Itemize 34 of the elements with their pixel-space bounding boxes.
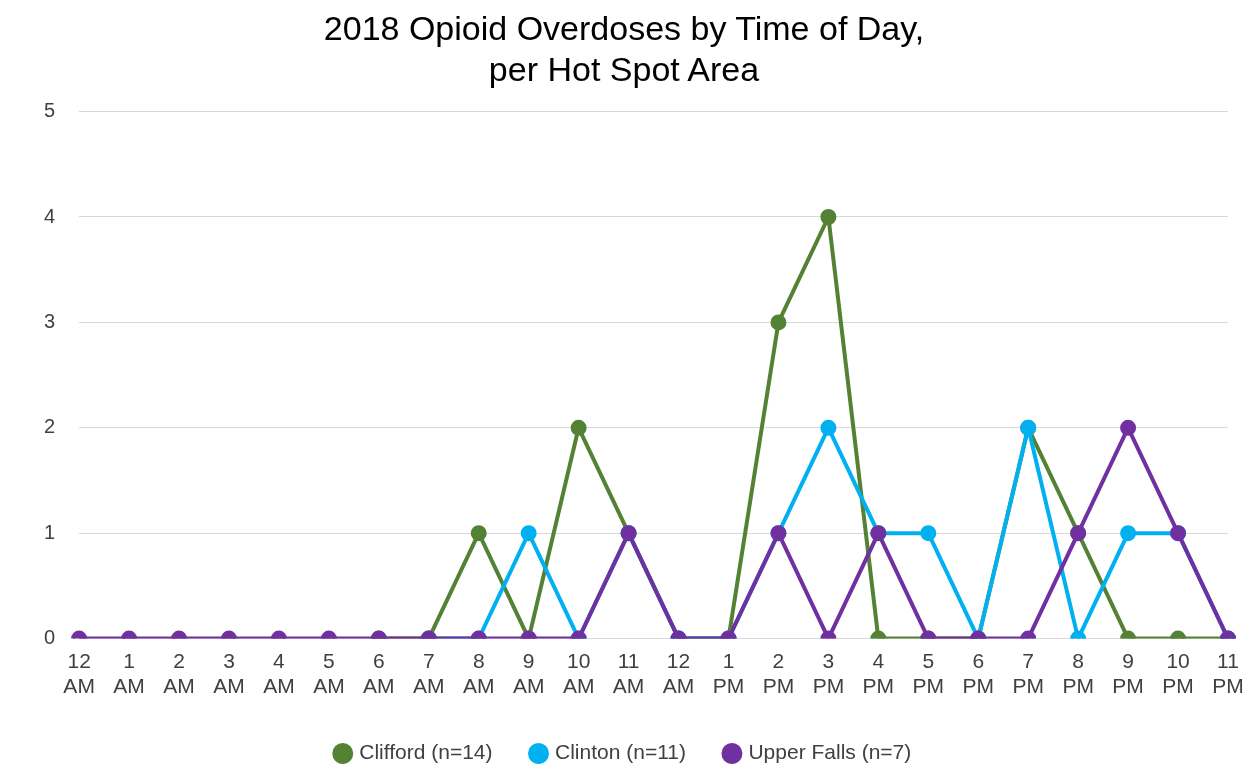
x-tick-label: 11 PM	[1212, 649, 1244, 698]
y-tick-label: 4	[44, 204, 56, 227]
y-tick-label: 3	[44, 309, 56, 332]
x-tick-label: 3 PM	[812, 649, 845, 698]
x-tick-label: 7 AM	[413, 649, 445, 698]
legend-label: Clinton (n=11)	[555, 740, 686, 764]
y-tick-label: 5	[44, 99, 56, 122]
x-tick-label: 1 AM	[113, 649, 145, 698]
x-tick-label: 4 AM	[263, 649, 295, 698]
x-tick-label: 8 AM	[462, 649, 495, 698]
legend-label: Upper Falls (n=7)	[748, 740, 912, 764]
x-tick-label: 6 PM	[962, 649, 994, 698]
legend-label: Clifford (n=14)	[359, 740, 493, 764]
x-tick-label: 10 AM	[562, 649, 595, 698]
x-tick-label: 6 AM	[363, 649, 395, 698]
x-tick-label: 12 AM	[662, 649, 695, 698]
y-tick-label: 0	[44, 626, 56, 649]
x-tick-label: 5 AM	[313, 649, 345, 698]
x-tick-label: 10 PM	[1162, 649, 1194, 698]
x-tick-label: 11 AM	[612, 649, 645, 698]
x-tick-label: 5 PM	[912, 649, 945, 698]
x-tick-label: 12 AM	[63, 649, 95, 698]
x-tick-label: 2 PM	[762, 649, 795, 698]
x-tick-label: 8 PM	[1062, 649, 1094, 698]
x-tick-label: 7 PM	[1012, 649, 1044, 698]
x-tick-label: 4 PM	[862, 649, 895, 698]
x-tick-label: 9 PM	[1112, 649, 1144, 698]
y-tick-label: 1	[44, 520, 56, 543]
x-tick-label: 2 AM	[163, 649, 195, 698]
y-tick-label: 2	[44, 415, 56, 438]
x-tick-label: 1 PM	[712, 649, 745, 698]
x-tick-label: 3 AM	[213, 649, 245, 698]
x-tick-label: 9 AM	[512, 649, 545, 698]
chart-title: 2018 Opioid Overdoses by Time of Day, per Hot Spot Area	[323, 8, 925, 88]
